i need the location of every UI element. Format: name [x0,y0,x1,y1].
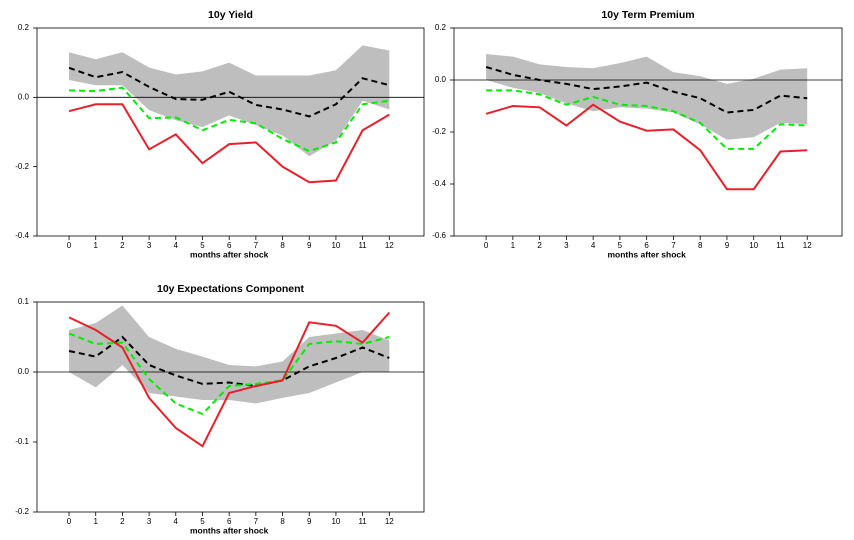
series-line [68,335,390,388]
confidence-band [69,45,390,157]
x-tick-label: 5 [200,517,205,526]
panel-title: 10y Term Premium [601,9,694,21]
y-tick-label: 0.2 [435,23,447,32]
series-line [68,332,390,416]
x-tick-label: 7 [671,241,676,250]
x-tick-label: 12 [385,517,394,526]
x-tick-label: 10 [749,241,758,250]
x-tick-label: 4 [174,241,179,250]
panel: 10y Yield-0.4-0.20.00.20 1 2 3 4 5 6 7 8 9 10 11 12m… [15,9,425,259]
x-tick-label: 1 [93,241,98,250]
x-tick-label: 0 [484,241,489,250]
series-line [485,103,808,191]
y-tick-label: 0.0 [18,367,30,376]
x-tick-label: 9 [307,517,312,526]
x-tick-label: 9 [307,241,312,250]
y-tick-label: -0.4 [15,231,29,240]
panel-title: 10y Expectations Component [157,283,305,295]
x-tick-label: 7 [254,241,259,250]
series-line [485,66,808,114]
x-tick-label: 2 [537,241,542,250]
x-tick-label: 9 [725,241,730,250]
x-axis-label: months after shock [190,249,269,259]
confidence-band [486,54,808,140]
series-line [68,66,390,118]
confidence-band [69,305,390,404]
x-tick-label: 10 [331,241,340,250]
x-tick-label: 11 [358,241,367,250]
panel: 10y Term Premium-0.6-0.4-0.20.00.20 1 2 3 4 5… [432,9,843,259]
x-tick-label: 0 [67,241,72,250]
x-tick-label: 0 [67,517,72,526]
x-tick-label: 7 [254,517,259,526]
x-tick-label: 8 [698,241,703,250]
x-tick-label: 2 [120,241,125,250]
x-tick-label: 6 [644,241,649,250]
x-tick-label: 12 [803,241,812,250]
plot-frame [36,27,425,237]
panel: 10y Expectations Component -0.2 -0.1 0.0 0.1… [15,283,425,535]
x-tick-label: 11 [776,241,785,250]
x-tick-label: 11 [358,517,367,526]
x-tick-label: 3 [147,517,152,526]
panel-title: 10y Yield [208,9,253,21]
y-tick-label: -0.2 [15,162,29,171]
series-line [68,103,390,184]
y-tick-label: -0.4 [432,179,446,188]
y-tick-label: 0.0 [18,92,30,101]
series-line [486,89,808,150]
y-tick-label: 0.2 [18,23,30,32]
x-tick-label: 2 [120,517,125,526]
y-tick-label: -0.1 [15,437,29,446]
x-axis-label: months after shock [190,525,269,535]
x-tick-label: 1 [511,241,516,250]
y-tick-label: 0.1 [18,297,30,306]
x-tick-label: 4 [174,517,179,526]
x-tick-label: 8 [280,241,285,250]
y-tick-label: -0.2 [432,127,446,136]
x-tick-label: 12 [385,241,394,250]
x-tick-label: 1 [93,517,98,526]
series-line [69,86,390,153]
x-tick-label: 5 [200,241,205,250]
x-tick-label: 3 [147,241,152,250]
x-tick-label: 10 [331,517,340,526]
y-tick-label: 0.0 [435,75,447,84]
series-line [68,311,391,448]
x-tick-label: 6 [227,517,232,526]
plot-frame [36,301,425,513]
x-tick-label: 6 [227,241,232,250]
y-tick-label: -0.6 [432,231,446,240]
x-tick-label: 8 [280,517,285,526]
x-axis-label: months after shock [607,249,686,259]
x-tick-label: 5 [618,241,623,250]
y-tick-label: -0.2 [15,507,29,516]
x-tick-label: 4 [591,241,596,250]
x-tick-label: 3 [564,241,569,250]
